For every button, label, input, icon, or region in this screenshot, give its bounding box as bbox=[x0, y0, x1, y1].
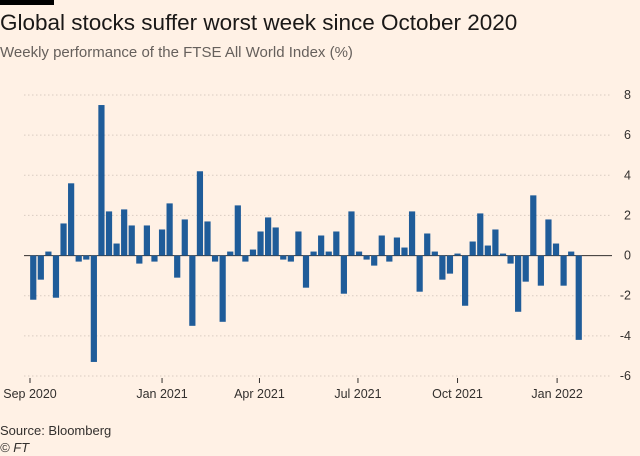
bar bbox=[333, 231, 340, 256]
y-tick-label: -6 bbox=[620, 369, 631, 383]
y-tick-label: -2 bbox=[620, 289, 631, 303]
bar bbox=[219, 255, 226, 322]
y-tick-label: -4 bbox=[620, 329, 631, 343]
bar bbox=[257, 231, 264, 256]
x-tick-label: Oct 2021 bbox=[432, 387, 483, 401]
bar bbox=[446, 255, 454, 274]
bar bbox=[393, 237, 401, 256]
y-tick-label: 2 bbox=[624, 208, 631, 222]
bar-chart: -6 -4 -2 0 2 4 6 8 Sep 2020 Jan 2021 Apr 2021 Jul … bbox=[3, 88, 631, 401]
x-tick-label: Jul 2021 bbox=[334, 387, 381, 401]
x-tick-label: Jan 2022 bbox=[531, 387, 582, 401]
bar bbox=[416, 255, 423, 292]
bar bbox=[60, 223, 67, 256]
bar bbox=[371, 255, 378, 266]
bar bbox=[318, 235, 325, 256]
bar bbox=[189, 255, 196, 326]
bar bbox=[83, 255, 90, 260]
bar bbox=[90, 255, 97, 362]
bar bbox=[166, 203, 173, 256]
bar bbox=[507, 255, 514, 264]
bar bbox=[45, 251, 52, 256]
x-tick-label: Jan 2021 bbox=[136, 387, 187, 401]
bar bbox=[310, 251, 317, 256]
bar bbox=[37, 255, 44, 280]
bar bbox=[537, 255, 544, 286]
gridlines bbox=[24, 94, 612, 377]
bar bbox=[492, 229, 499, 256]
chart-title: Global stocks suffer worst week since Oc… bbox=[0, 10, 518, 35]
bar bbox=[105, 211, 113, 256]
bar bbox=[348, 211, 355, 256]
ft-top-bar bbox=[0, 0, 54, 5]
bar bbox=[143, 225, 150, 256]
bar bbox=[401, 247, 408, 256]
bar bbox=[98, 105, 105, 256]
bar bbox=[181, 219, 188, 256]
bar bbox=[295, 231, 302, 256]
copyright-note: © FT bbox=[0, 440, 30, 455]
bar bbox=[575, 255, 582, 340]
source-note: Source: Bloomberg bbox=[0, 423, 112, 438]
bar bbox=[158, 229, 166, 256]
bar bbox=[113, 243, 120, 256]
bar bbox=[499, 253, 507, 256]
bar bbox=[408, 211, 416, 256]
y-axis-ticks: -6 -4 -2 0 2 4 6 8 bbox=[620, 88, 631, 383]
bar bbox=[469, 241, 476, 256]
bars bbox=[30, 105, 582, 362]
bar bbox=[68, 183, 75, 256]
bar bbox=[530, 195, 537, 256]
bar bbox=[431, 251, 438, 256]
bar bbox=[355, 251, 363, 256]
bar bbox=[340, 255, 347, 294]
bar bbox=[151, 255, 158, 262]
bar bbox=[234, 205, 241, 256]
bar bbox=[302, 255, 310, 288]
bar bbox=[552, 243, 560, 256]
y-tick-label: 8 bbox=[624, 88, 631, 102]
y-tick-label: 4 bbox=[624, 168, 631, 182]
bar bbox=[560, 255, 567, 286]
bar bbox=[522, 255, 529, 282]
bar bbox=[439, 255, 446, 280]
bar bbox=[265, 217, 272, 256]
x-axis-ticks: Sep 2020 Jan 2021 Apr 2021 Jul 2021 Oct 2021… bbox=[3, 378, 583, 401]
bar bbox=[378, 235, 385, 256]
bar bbox=[325, 251, 332, 256]
bar bbox=[242, 255, 249, 262]
bar bbox=[484, 245, 491, 256]
bar bbox=[545, 219, 552, 256]
bar bbox=[568, 251, 575, 256]
bar bbox=[386, 255, 393, 262]
bar bbox=[424, 233, 431, 256]
bar bbox=[30, 255, 37, 300]
bar bbox=[227, 251, 234, 256]
bar bbox=[136, 255, 143, 264]
x-tick-label: Apr 2021 bbox=[234, 387, 285, 401]
bar bbox=[477, 213, 484, 256]
bar bbox=[174, 255, 181, 278]
bar bbox=[363, 255, 370, 260]
bar bbox=[52, 255, 60, 298]
x-tick-label: Sep 2020 bbox=[3, 387, 57, 401]
y-tick-label: 6 bbox=[624, 128, 631, 142]
bar bbox=[515, 255, 522, 312]
bar bbox=[75, 255, 82, 262]
bar bbox=[204, 221, 211, 256]
bar bbox=[287, 255, 294, 262]
y-tick-label: 0 bbox=[624, 249, 631, 263]
bar bbox=[121, 209, 128, 256]
bar bbox=[211, 255, 219, 262]
bar bbox=[196, 171, 204, 256]
chart-subtitle: Weekly performance of the FTSE All World… bbox=[0, 44, 353, 61]
bar bbox=[462, 255, 469, 306]
bar bbox=[272, 227, 279, 256]
bar bbox=[128, 225, 135, 256]
bar bbox=[454, 253, 461, 256]
bar bbox=[280, 255, 287, 260]
bar bbox=[249, 249, 257, 256]
